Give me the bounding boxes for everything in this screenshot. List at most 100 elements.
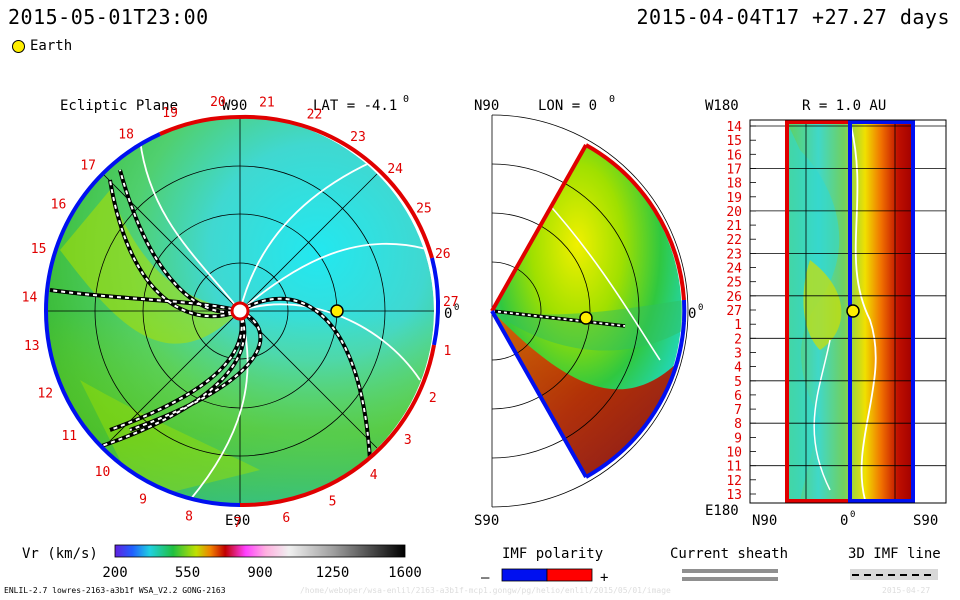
colorbar-tick-1600: 1600	[388, 565, 422, 581]
rim-number-1: 1	[443, 344, 451, 359]
r-y-tick-4: 4	[734, 361, 742, 376]
rim-number-27: 27	[443, 295, 459, 310]
earth-icon	[12, 40, 25, 53]
rim-number-21: 21	[259, 96, 275, 111]
r-y-tick-2: 2	[734, 332, 742, 347]
path-footer: /home/weboper/wsa-enlil/2163-a3b1f-mcp1.…	[300, 586, 671, 595]
earth-marker-r-slice	[846, 304, 860, 318]
rim-number-6: 6	[282, 511, 290, 526]
colorbar-label: Vr (km/s)	[22, 546, 98, 562]
imf-minus: –	[481, 570, 490, 586]
r-x-tick-0: 0	[840, 513, 848, 529]
e90-label: E90	[225, 513, 250, 529]
r-y-tick-20: 20	[726, 205, 742, 220]
r-y-tick-13: 13	[726, 488, 742, 503]
r-y-tick-10: 10	[726, 446, 742, 461]
r-y-tick-15: 15	[726, 134, 742, 149]
r-y-tick-16: 16	[726, 148, 742, 163]
rim-number-16: 16	[51, 197, 67, 212]
r-slice-y-ticks: 1415161718192021222324252627123456789101…	[726, 120, 756, 503]
r-y-tick-7: 7	[734, 403, 742, 418]
rim-number-9: 9	[139, 492, 147, 507]
rim-number-19: 19	[162, 106, 178, 121]
r-y-tick-18: 18	[726, 177, 742, 192]
imf-negative-swatch	[501, 568, 548, 582]
r-y-tick-5: 5	[734, 375, 742, 390]
colorbar-tick-900: 900	[247, 565, 272, 581]
ecliptic-rim-numbers: 20 21222324252627123456789101112131415161…	[22, 95, 459, 531]
rim-number-20: 20	[210, 95, 226, 110]
r-y-tick-9: 9	[734, 431, 742, 446]
lat-degree: 0	[403, 94, 409, 105]
r-y-tick-1: 1	[734, 318, 742, 333]
rim-number-11: 11	[61, 429, 77, 444]
colorbar-tick-200: 200	[102, 565, 127, 581]
r-slice-frame	[749, 119, 947, 504]
rim-number-15: 15	[31, 242, 47, 257]
rim-number-2: 2	[429, 391, 437, 406]
r-y-tick-6: 6	[734, 389, 742, 404]
model-footer: ENLIL-2.7 lowres-2163-a3b1f WSA_V2.2 GON…	[4, 586, 226, 595]
earth-marker-ecliptic	[330, 304, 344, 318]
r-y-tick-25: 25	[726, 276, 742, 291]
mer-zero-sup: 0	[698, 303, 703, 313]
rim-number-3: 3	[404, 433, 412, 448]
r-y-tick-8: 8	[734, 417, 742, 432]
r-y-tick-19: 19	[726, 191, 742, 206]
w180-label: W180	[705, 98, 739, 114]
sun-icon	[230, 301, 250, 321]
rim-number-4: 4	[370, 468, 378, 483]
meridional-field	[491, 114, 689, 508]
current-sheath-swatch-bottom	[682, 577, 778, 581]
rim-number-13: 13	[24, 339, 40, 354]
r-y-tick-26: 26	[726, 290, 742, 305]
rim-number-23: 23	[350, 130, 366, 145]
r-y-tick-24: 24	[726, 262, 742, 277]
r-slice-title: R = 1.0 AU	[802, 98, 886, 114]
r-y-tick-14: 14	[726, 120, 742, 135]
mer-zero-label: 0	[688, 306, 696, 322]
r-x-tick-n90: N90	[752, 513, 777, 529]
e180-label: E180	[705, 503, 739, 519]
r-x-tick-s90: S90	[913, 513, 938, 529]
rim-number-17: 17	[80, 158, 96, 173]
r-y-tick-27: 27	[726, 304, 742, 319]
rim-number-5: 5	[329, 495, 337, 510]
earth-marker-meridional	[579, 311, 593, 325]
ecl-zero-label: 0	[444, 306, 452, 322]
rim-number-8: 8	[185, 510, 193, 525]
imf-positive-swatch	[546, 568, 593, 582]
r-y-tick-17: 17	[726, 163, 742, 178]
imf-polarity-title: IMF polarity	[502, 546, 603, 562]
colorbar-tick-550: 550	[175, 565, 200, 581]
lon-degree: 0	[609, 94, 615, 105]
run-time: 2015-04-04T17 +27.27 days	[636, 5, 950, 29]
imf-plus: +	[600, 570, 608, 586]
rim-number-12: 12	[37, 386, 53, 401]
rim-number-24: 24	[387, 162, 403, 177]
r-y-tick-11: 11	[726, 460, 742, 475]
r-y-tick-3: 3	[734, 347, 742, 362]
r-y-tick-22: 22	[726, 233, 742, 248]
rim-number-7: 7	[234, 516, 242, 531]
rim-number-25: 25	[416, 202, 432, 217]
lat-label: LAT = -4.1	[313, 98, 397, 114]
ecliptic-polarity-rim	[43, 114, 440, 508]
ecliptic-title: Ecliptic Plane	[60, 98, 178, 114]
meridional-polarity-rim	[490, 143, 687, 479]
r-x-tick-0-sup: 0	[850, 510, 855, 520]
imf3d-title: 3D IMF line	[848, 546, 941, 562]
rim-number-10: 10	[95, 465, 111, 480]
rim-number-14: 14	[22, 290, 38, 305]
ecl-zero-sup: 0	[454, 303, 459, 313]
stamp-footer: 2015-04-27	[882, 586, 931, 595]
rim-number-26: 26	[435, 247, 451, 262]
w90-label: W90	[222, 98, 247, 114]
current-sheath-swatch-top	[682, 569, 778, 573]
colorbar-ticks: 200 550 900 1250 1600	[102, 565, 422, 581]
n90-label: N90	[474, 98, 499, 114]
r-y-tick-12: 12	[726, 474, 742, 489]
r-y-tick-21: 21	[726, 219, 742, 234]
earth-legend-label: Earth	[30, 38, 73, 54]
